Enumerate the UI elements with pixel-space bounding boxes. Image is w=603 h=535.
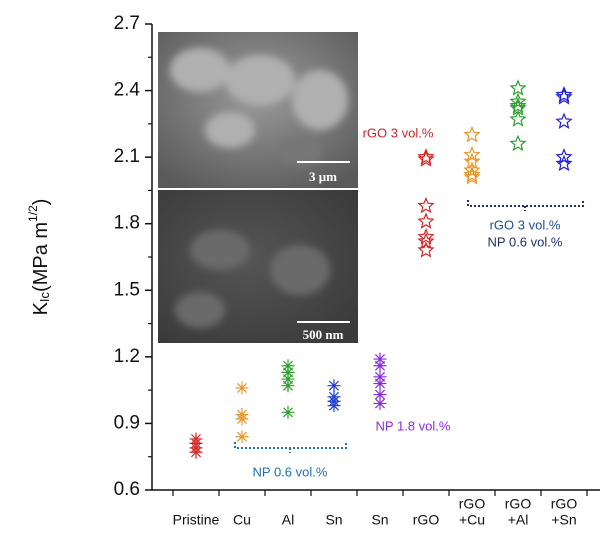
x-tick-label: Sn: [325, 512, 342, 528]
asterisk-marker: [328, 399, 341, 412]
y-tick-label: 0.6: [114, 479, 140, 500]
star-marker: [511, 136, 525, 150]
x-tick-label: Al: [282, 512, 294, 528]
x-tick-label: +Al: [508, 512, 529, 528]
annotation: rGO 3 vol.%: [363, 125, 434, 140]
asterisk-marker: [190, 446, 203, 459]
asterisk-marker: [282, 379, 295, 392]
asterisk-marker: [236, 412, 249, 425]
x-tick-label: rGO: [459, 496, 486, 512]
star-marker: [557, 156, 571, 170]
y-tick-label: 2.7: [114, 13, 140, 34]
page: {"chart_data": {"type": "scatter", "y_la…: [0, 0, 603, 535]
x-tick-label: Pristine: [173, 512, 220, 528]
brace: [235, 442, 346, 453]
asterisk-marker: [236, 381, 249, 394]
x-tick-label: rGO: [551, 496, 578, 512]
annotation: NP 0.6 vol.%: [253, 464, 328, 479]
brace: [468, 200, 583, 211]
scale-bar-label: 3 μm: [309, 169, 337, 184]
star-marker: [557, 114, 571, 128]
x-tick-label: rGO: [505, 496, 532, 512]
annotation: rGO 3 vol.%: [490, 217, 561, 232]
x-tick-label: rGO: [413, 512, 440, 528]
x-tick-label: +Cu: [459, 512, 485, 528]
sem-inset-top: 3 μm: [158, 32, 358, 188]
chart: 3 μm 500 nm KIc(MPa m1/2) rGO 3 vol.% rG…: [0, 0, 603, 535]
star-marker: [419, 198, 433, 212]
asterisk-marker: [328, 379, 341, 392]
star-marker: [511, 112, 525, 126]
star-marker: [419, 214, 433, 228]
star-marker: [465, 154, 479, 168]
x-tick-label: Sn: [371, 512, 388, 528]
y-axis-label: KIc(MPa m1/2): [26, 199, 52, 316]
y-tick-label: 2.1: [114, 146, 140, 167]
y-tick-label: 1.8: [114, 213, 140, 234]
star-marker: [511, 81, 525, 95]
annotation: NP 1.8 vol.%: [376, 418, 451, 433]
star-marker: [465, 127, 479, 141]
asterisk-marker: [374, 359, 387, 372]
scale-bar-label: 500 nm: [303, 327, 344, 342]
y-tick-label: 1.5: [114, 279, 140, 300]
y-tick-label: 0.9: [114, 412, 140, 433]
asterisk-marker: [374, 397, 387, 410]
x-tick-label: Cu: [233, 512, 251, 528]
sem-inset-bottom: 500 nm: [158, 190, 358, 343]
annotation: NP 0.6 vol.%: [488, 234, 563, 249]
asterisk-marker: [282, 406, 295, 419]
asterisk-marker: [374, 377, 387, 390]
x-tick-label: +Sn: [551, 512, 576, 528]
y-tick-label: 2.4: [114, 80, 141, 101]
y-tick-label: 1.2: [114, 346, 140, 367]
asterisk-marker: [236, 430, 249, 443]
